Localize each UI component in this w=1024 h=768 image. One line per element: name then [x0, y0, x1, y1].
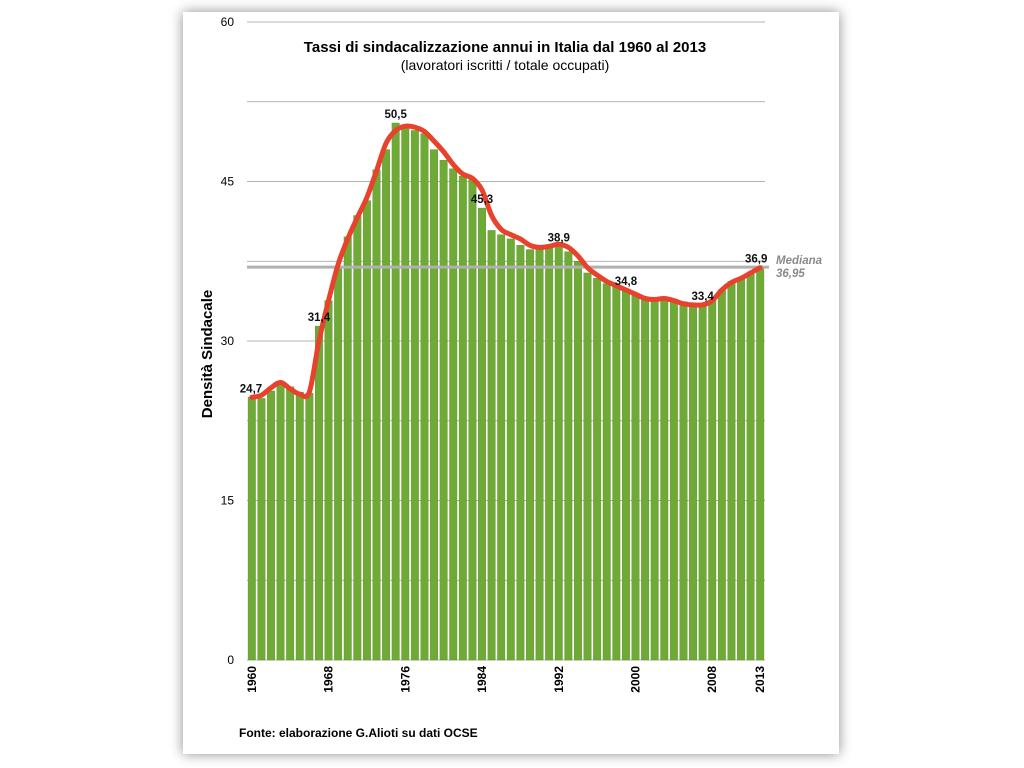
x-tick-label: 1984 [475, 666, 489, 693]
grid-lines [247, 21, 765, 661]
bar [746, 273, 755, 661]
median-label: Mediana [776, 255, 823, 267]
bar [708, 300, 717, 661]
bar [439, 160, 448, 661]
bar [717, 289, 726, 661]
bar [621, 289, 630, 661]
bar [737, 278, 745, 661]
data-label: 34,8 [615, 276, 638, 288]
bar [324, 300, 333, 661]
source-note: Fonte: elaborazione G.Alioti su dati OCS… [239, 726, 478, 740]
bar [420, 133, 429, 661]
bar [305, 392, 314, 661]
bar [631, 294, 640, 661]
bar [315, 325, 323, 661]
chart: 0 15 30 45 60 24,7 31,4 50,5 45,3 38,9 34,8 33,4 36… [199, 15, 823, 740]
chart-title: Tassi di sindacalizzazione annui in Ital… [304, 39, 706, 56]
bar [430, 149, 438, 661]
bar [516, 245, 525, 661]
bar [535, 248, 544, 661]
bar [286, 386, 295, 661]
chart-card: 0 15 30 45 60 24,7 31,4 50,5 45,3 38,9 34,8 33,4 36… [183, 12, 839, 754]
bar [669, 299, 678, 661]
data-label: 36,9 [745, 254, 767, 266]
x-axis-ticks: 1960 1968 1976 1984 1992 2000 2008 2013 [245, 666, 767, 693]
bar [564, 251, 573, 661]
bar [506, 238, 515, 661]
bar [650, 299, 659, 661]
bar [727, 281, 736, 661]
bar [334, 266, 343, 661]
bar [660, 300, 669, 661]
bar [574, 261, 582, 661]
bar [756, 267, 765, 661]
bar [554, 246, 563, 661]
bar [612, 285, 621, 661]
data-label: 45,3 [471, 194, 493, 206]
x-tick-label: 1960 [245, 666, 259, 693]
y-tick-label: 60 [221, 15, 235, 29]
bar [267, 390, 275, 661]
x-tick-label: 1968 [322, 666, 336, 693]
x-tick-label: 2008 [705, 666, 719, 693]
bar [382, 149, 391, 661]
y-tick-label: 30 [221, 334, 235, 348]
bar [372, 169, 381, 661]
bar [679, 301, 688, 661]
y-axis-ticks: 0 15 30 45 60 [221, 15, 235, 667]
x-tick-label: 1992 [552, 666, 566, 693]
bar [545, 246, 554, 661]
bar [478, 207, 486, 661]
bar [583, 272, 592, 661]
bar [449, 168, 458, 661]
bar [602, 283, 611, 661]
bar [468, 178, 477, 661]
bar [391, 122, 400, 661]
bar [295, 391, 304, 661]
bar [698, 304, 707, 661]
bar [497, 234, 506, 661]
bar [257, 398, 266, 661]
data-label: 38,9 [548, 232, 570, 244]
data-labels: 24,7 31,4 50,5 45,3 38,9 34,8 33,4 36,9 [240, 109, 768, 395]
bar [526, 249, 534, 661]
bar [353, 215, 362, 661]
data-label: 33,4 [691, 291, 714, 303]
bar [343, 236, 352, 661]
y-axis-label: Densità Sindacale [199, 290, 216, 418]
bars [247, 122, 765, 661]
bar [689, 304, 697, 661]
bar [362, 200, 371, 661]
x-tick-label: 2013 [753, 666, 767, 693]
chart-subtitle: (lavoratori iscritti / totale occupati) [401, 57, 610, 73]
bar [276, 381, 285, 661]
bar [487, 230, 496, 661]
x-tick-label: 2000 [629, 666, 643, 693]
bar [641, 298, 650, 661]
x-tick-label: 1976 [398, 666, 412, 693]
data-label: 31,4 [308, 312, 331, 324]
bar [401, 127, 410, 661]
bar [410, 130, 419, 661]
y-tick-label: 45 [221, 175, 235, 189]
trend-line [249, 123, 763, 400]
bar [247, 397, 256, 661]
bar [593, 278, 602, 661]
data-label: 50,5 [384, 109, 407, 121]
data-label: 24,7 [240, 383, 262, 395]
y-tick-label: 15 [221, 494, 235, 508]
bar [458, 175, 467, 661]
median-value-label: 36,95 [776, 268, 805, 280]
y-tick-label: 0 [227, 653, 234, 667]
